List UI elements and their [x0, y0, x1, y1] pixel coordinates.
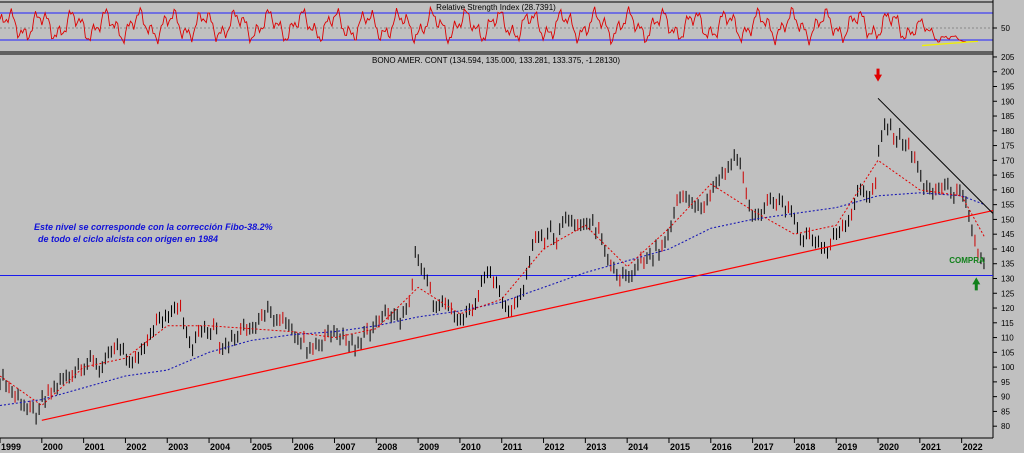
time-axis-tick-label: 2019 — [837, 442, 857, 452]
fibo-annotation-line2: de todo el ciclo alcista con origen en 1… — [38, 234, 218, 244]
rsi-trend-line — [921, 40, 979, 47]
price-axis-tick-label: 170 — [1001, 156, 1015, 165]
time-axis-tick-label: 2021 — [921, 442, 941, 452]
time-axis: 1999 2000 2001 2002 2003 2004 2005 2006 2007 2008… — [0, 438, 983, 452]
time-axis-tick-label: 2013 — [586, 442, 606, 452]
rsi-panel: Relative Strength Index (28.7391) 50 — [0, 1, 1010, 53]
resistance-trend-line — [877, 97, 994, 214]
up-arrow-icon — [972, 277, 981, 291]
time-axis-tick-label: 2000 — [43, 442, 63, 452]
price-axis-tick-label: 180 — [1001, 127, 1015, 136]
price-axis-tick-label: 130 — [1001, 274, 1015, 283]
time-axis-tick-label: 2009 — [419, 442, 439, 452]
price-axis-tick-label: 185 — [1001, 112, 1015, 121]
price-axis-tick-label: 90 — [1001, 393, 1010, 402]
price-axis-tick-label: 155 — [1001, 201, 1015, 210]
rsi-title: Relative Strength Index (28.7391) — [436, 3, 556, 12]
price-title: BONO AMER. CONT (134.594, 135.000, 133.2… — [372, 56, 620, 65]
rsi-line — [0, 5, 968, 46]
price-axis-tick-label: 150 — [1001, 215, 1015, 224]
time-axis-tick-label: 2003 — [168, 442, 188, 452]
price-axis-tick-label: 120 — [1001, 304, 1015, 313]
time-axis-tick-label: 2016 — [712, 442, 732, 452]
time-axis-tick-label: 2006 — [294, 442, 314, 452]
buy-label: COMPRA — [949, 256, 985, 265]
time-axis-tick-label: 2022 — [963, 442, 983, 452]
price-axis-tick-label: 190 — [1001, 97, 1015, 106]
time-axis-tick-label: 2005 — [252, 442, 272, 452]
short-moving-average — [0, 159, 986, 407]
price-axis-tick-label: 100 — [1001, 363, 1015, 372]
price-bars — [0, 118, 985, 425]
price-axis-tick-label: 200 — [1001, 68, 1015, 77]
time-axis-tick-label: 2004 — [210, 442, 230, 452]
price-axis: 80 85 90 95 100 105 110 115 120 125 130 135 140 145 15… — [993, 53, 1015, 431]
price-axis-tick-label: 85 — [1001, 407, 1010, 416]
price-axis-tick-label: 195 — [1001, 82, 1015, 91]
price-axis-tick-label: 145 — [1001, 230, 1015, 239]
time-axis-tick-label: 2014 — [628, 442, 648, 452]
time-axis-tick-label: 2002 — [126, 442, 146, 452]
price-axis-tick-label: 135 — [1001, 260, 1015, 269]
time-axis-tick-label: 1999 — [1, 442, 21, 452]
fibo-annotation-line1: Este nivel se corresponde con la correcc… — [34, 222, 273, 232]
price-axis-tick-label: 80 — [1001, 422, 1010, 431]
price-axis-tick-label: 115 — [1001, 319, 1014, 328]
time-axis-tick-label: 2007 — [335, 442, 355, 452]
price-axis-tick-label: 125 — [1001, 289, 1015, 298]
time-axis-tick-label: 2001 — [85, 442, 105, 452]
price-axis-tick-label: 110 — [1001, 334, 1014, 343]
price-axis-tick-label: 140 — [1001, 245, 1015, 254]
time-axis-tick-label: 2011 — [503, 442, 523, 452]
time-axis-tick-label: 2012 — [545, 442, 565, 452]
price-axis-tick-label: 205 — [1001, 53, 1015, 62]
price-axis-tick-label: 160 — [1001, 186, 1015, 195]
price-axis-tick-label: 175 — [1001, 142, 1015, 151]
price-axis-tick-label: 165 — [1001, 171, 1015, 180]
time-axis-tick-label: 2010 — [461, 442, 481, 452]
plot-area — [0, 68, 994, 425]
down-arrow-icon — [874, 68, 883, 82]
time-axis-tick-label: 2020 — [879, 442, 899, 452]
time-axis-tick-label: 2018 — [795, 442, 815, 452]
time-axis-tick-label: 2017 — [754, 442, 774, 452]
time-axis-tick-label: 2008 — [377, 442, 397, 452]
support-trend-line — [41, 209, 994, 421]
time-axis-tick-label: 2015 — [670, 442, 690, 452]
rsi-axis-tick-50: 50 — [1001, 24, 1010, 33]
price-axis-tick-label: 105 — [1001, 348, 1015, 357]
price-axis-tick-label: 95 — [1001, 378, 1010, 387]
